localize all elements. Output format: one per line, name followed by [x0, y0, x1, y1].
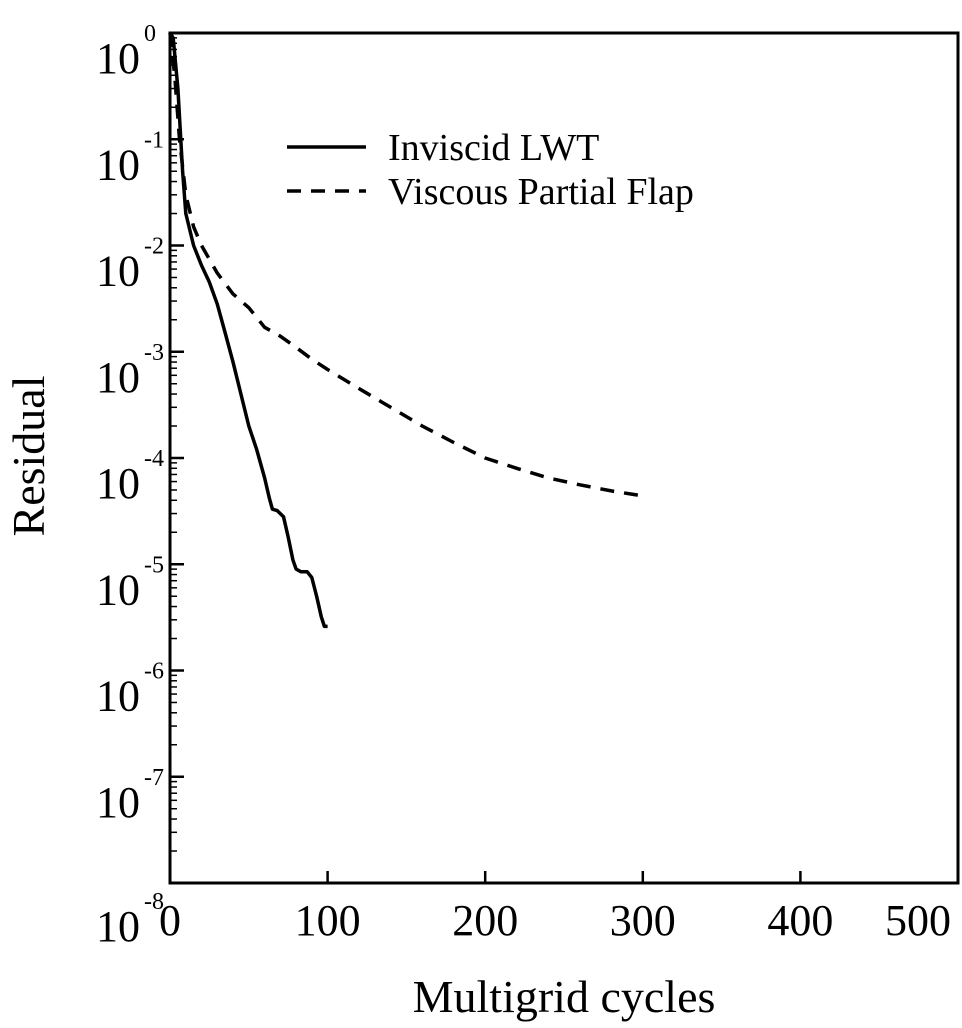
y-tick-exponent: -3	[144, 340, 164, 366]
y-tick-exponent: -7	[144, 765, 164, 791]
y-tick-label: 10	[96, 459, 140, 508]
y-tick-exponent: -1	[144, 127, 164, 153]
y-tick-exponent: -6	[144, 659, 164, 685]
y-tick-label: 10	[96, 902, 140, 951]
x-axis-title: Multigrid cycles	[413, 971, 716, 1022]
x-axis: 0 100 200 300 400 500	[159, 871, 960, 945]
y-tick-label: 10	[96, 140, 140, 189]
x-tick-label: 100	[295, 896, 361, 945]
x-tick-label: 300	[610, 896, 676, 945]
legend-label-2: Viscous Partial Flap	[388, 171, 694, 213]
y-axis-title: Residual	[3, 376, 54, 537]
x-tick-label: 400	[767, 896, 833, 945]
y-tick-label: 10	[96, 247, 140, 296]
series-line-1	[168, 32, 328, 629]
y-tick-exponent: 0	[144, 21, 156, 47]
y-tick-label: 10	[96, 672, 140, 721]
y-tick-label: 10	[96, 565, 140, 614]
series-lines	[168, 32, 644, 629]
y-tick-label: 10	[96, 778, 140, 827]
y-tick-exponent: -8	[144, 889, 164, 915]
series-line-2	[168, 32, 644, 498]
legend-label-1: Inviscid LWT	[388, 127, 599, 169]
x-tick-label: 200	[452, 896, 518, 945]
y-tick-exponent: -2	[144, 234, 164, 260]
y-tick-exponent: -4	[144, 446, 164, 472]
x-tick-label: 0	[159, 896, 181, 945]
x-tick-label: 500	[885, 896, 951, 945]
y-tick-exponent: -5	[144, 552, 164, 578]
y-tick-label: 10	[96, 34, 140, 83]
y-tick-label: 10	[96, 353, 140, 402]
